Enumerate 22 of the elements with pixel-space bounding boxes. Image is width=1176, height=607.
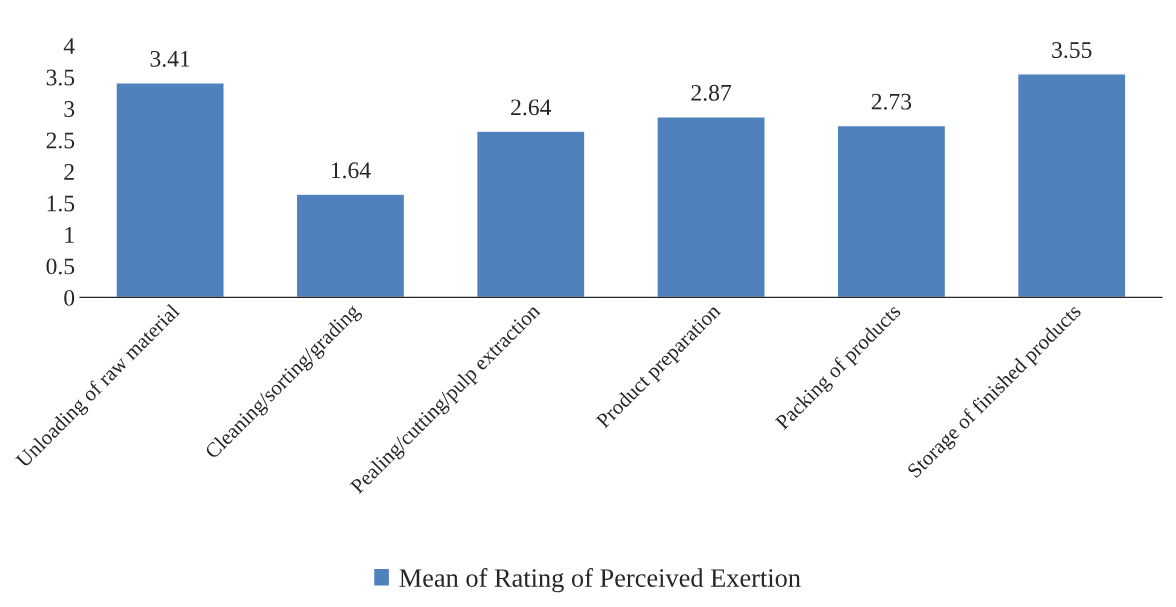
bar [656, 115, 766, 298]
data-label: 2.73 [871, 93, 912, 110]
bar [475, 130, 586, 298]
y-tick-label: 0 [64, 289, 75, 306]
y-tick-label: 2.5 [46, 132, 75, 149]
bar [295, 193, 406, 298]
y-tick-label: 3 [64, 101, 75, 117]
legend-label: Mean of Rating of Perceived Exertion [399, 568, 801, 593]
bar [836, 124, 947, 298]
y-tick-label: 3.5 [46, 69, 75, 86]
bar [115, 81, 225, 298]
y-tick-label: 4 [63, 38, 75, 54]
data-label: 3.55 [1052, 42, 1092, 59]
y-tick-label: 1.5 [47, 195, 75, 212]
data-label: 1.64 [331, 162, 371, 179]
data-label: 2.87 [691, 84, 732, 101]
y-tick-label: 1 [65, 227, 74, 243]
y-tick-label: 2 [64, 164, 74, 180]
data-label: 2.64 [511, 99, 552, 116]
bar [1016, 73, 1127, 298]
y-tick-label: 0.5 [46, 258, 75, 275]
data-label: 3.41 [150, 50, 190, 67]
